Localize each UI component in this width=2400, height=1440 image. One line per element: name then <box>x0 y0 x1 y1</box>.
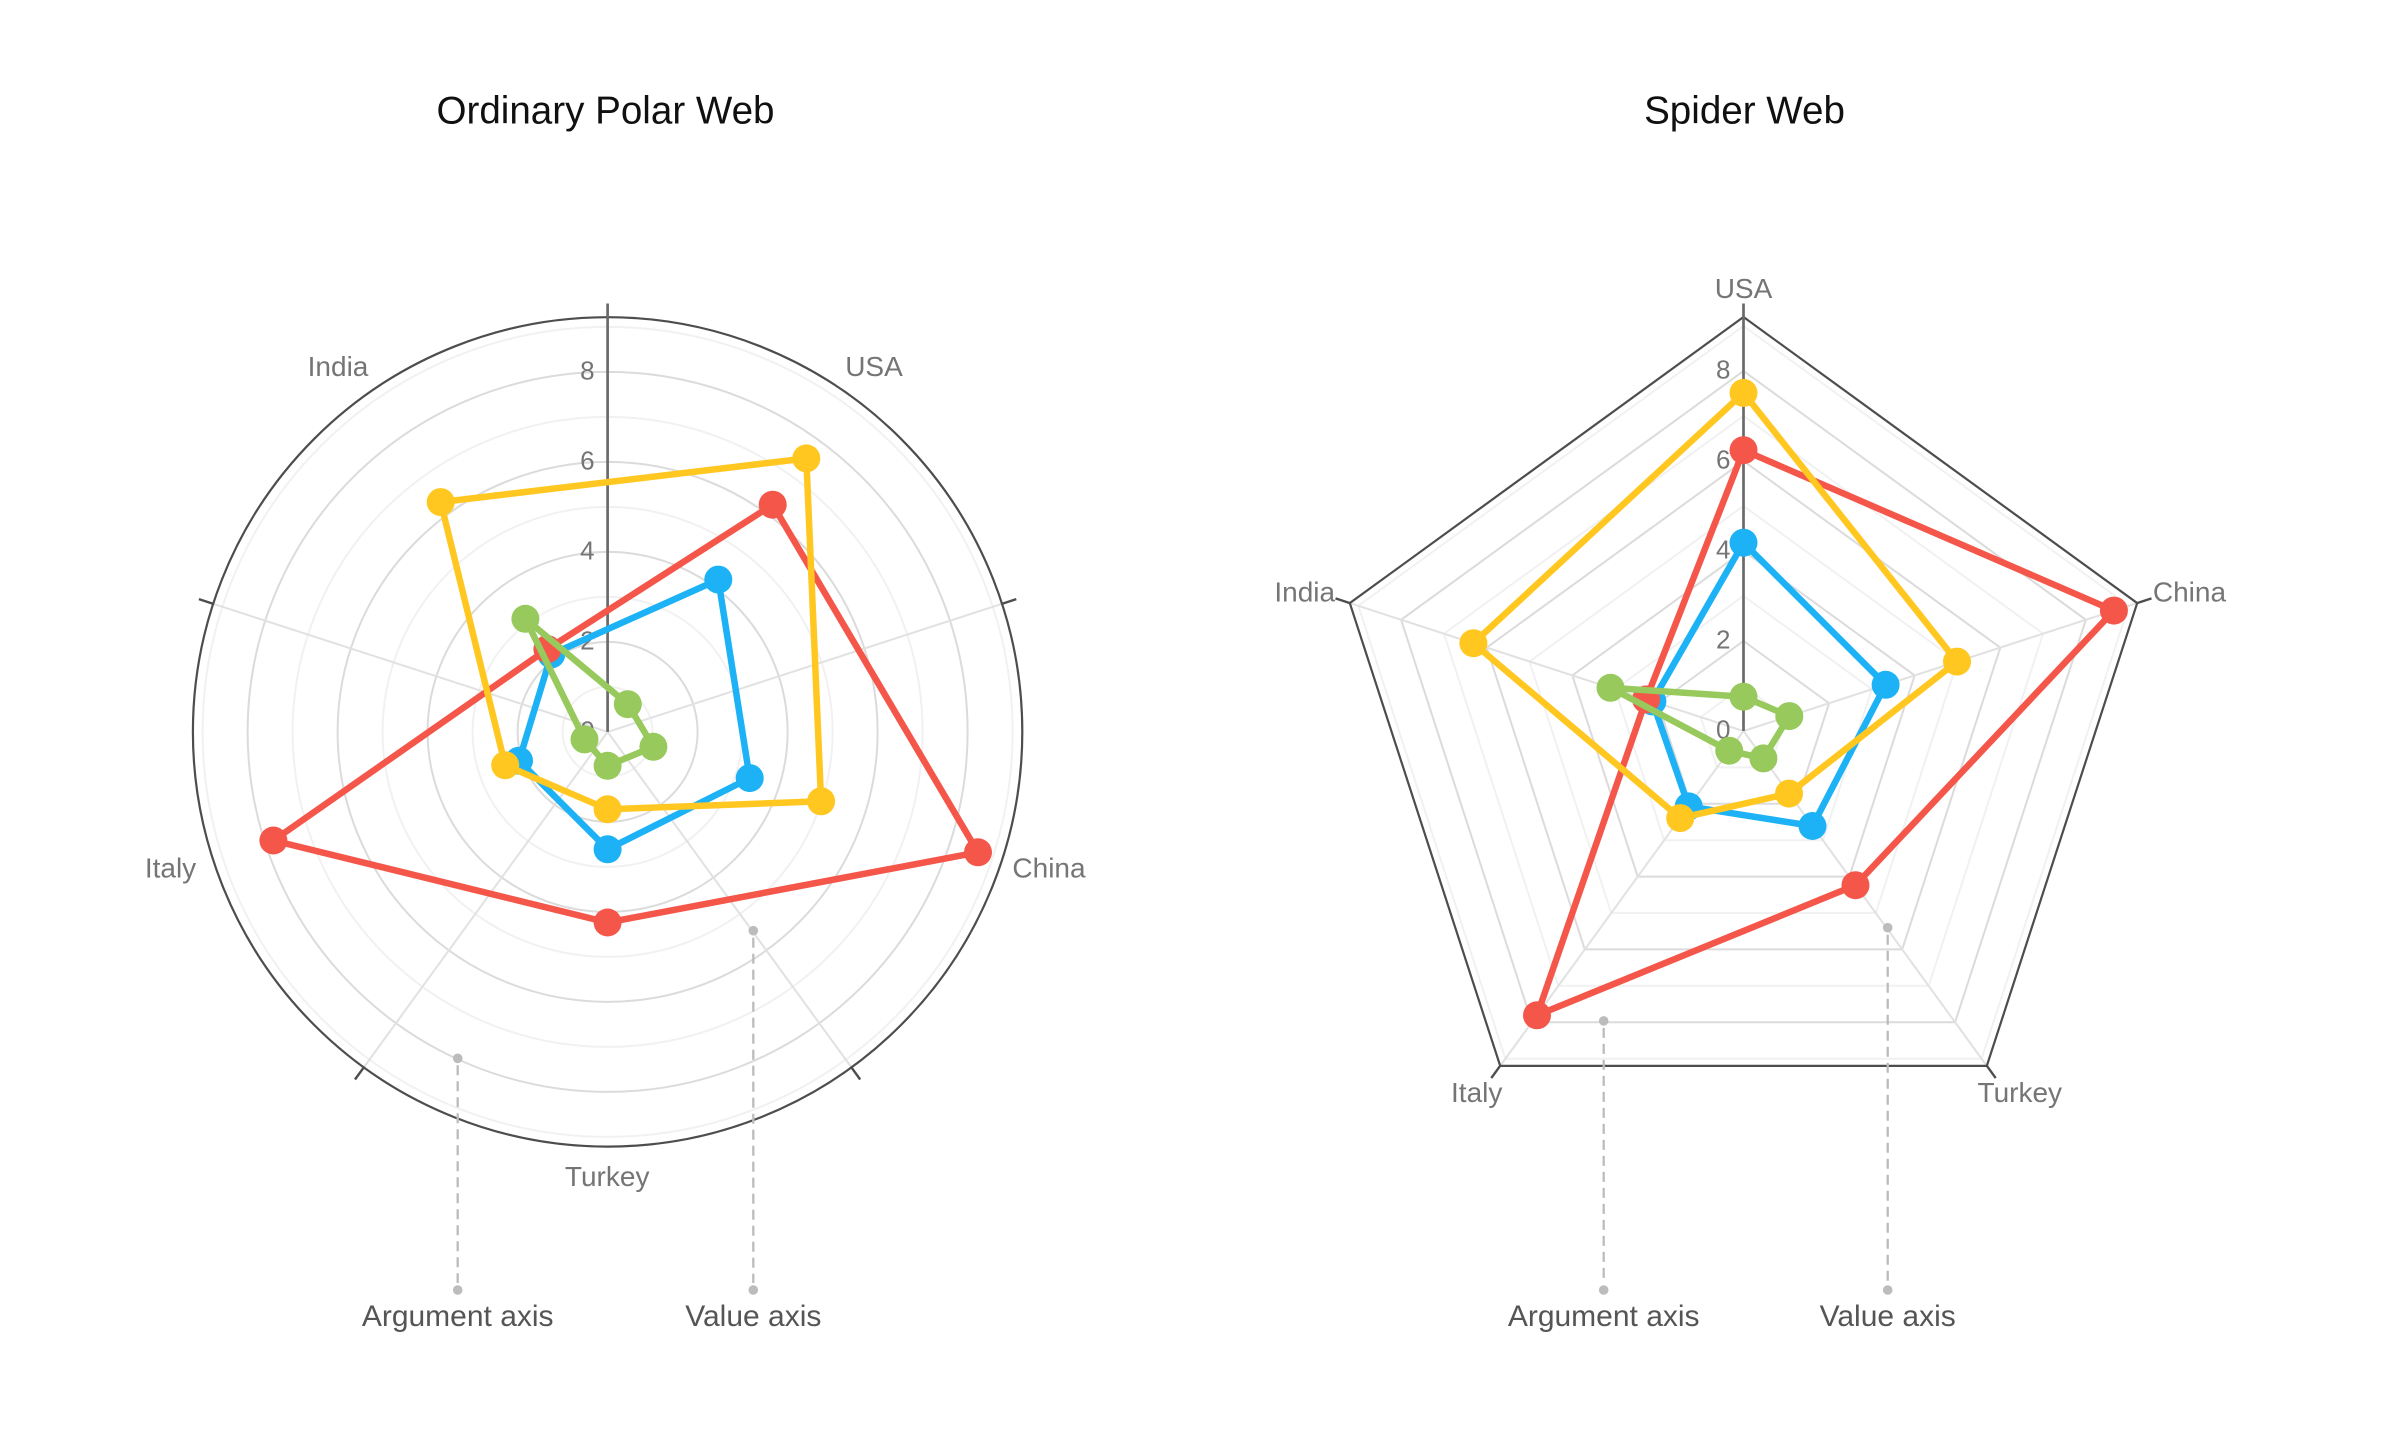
svg-text:India: India <box>1274 577 1335 608</box>
svg-text:Value axis: Value axis <box>1820 1300 1956 1333</box>
svg-text:6: 6 <box>580 445 594 475</box>
svg-text:Value axis: Value axis <box>685 1300 821 1333</box>
svg-text:Spider Web: Spider Web <box>1644 90 1845 133</box>
svg-text:4: 4 <box>1716 535 1730 565</box>
svg-text:8: 8 <box>1716 355 1730 385</box>
svg-text:6: 6 <box>1716 445 1730 475</box>
svg-text:USA: USA <box>1715 273 1773 304</box>
svg-text:India: India <box>308 351 369 382</box>
svg-text:USA: USA <box>845 351 903 382</box>
svg-text:Italy: Italy <box>1451 1077 1502 1108</box>
svg-text:Ordinary Polar Web: Ordinary Polar Web <box>436 90 774 133</box>
svg-text:China: China <box>2153 577 2227 608</box>
svg-text:Argument axis: Argument axis <box>362 1300 554 1333</box>
svg-text:Argument axis: Argument axis <box>1508 1300 1700 1333</box>
svg-text:4: 4 <box>580 535 594 565</box>
svg-text:Italy: Italy <box>145 853 196 884</box>
svg-text:Turkey: Turkey <box>565 1161 650 1192</box>
svg-text:2: 2 <box>1716 625 1730 655</box>
svg-text:Turkey: Turkey <box>1978 1077 2063 1108</box>
svg-text:8: 8 <box>580 355 594 385</box>
svg-text:China: China <box>1012 853 1086 884</box>
